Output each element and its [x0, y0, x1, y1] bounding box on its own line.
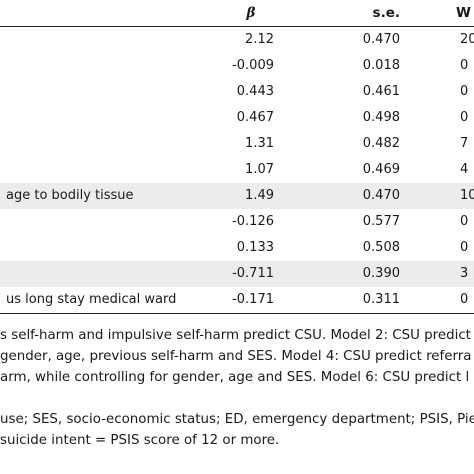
row-w: 3: [460, 266, 469, 281]
row-beta: -0.009: [232, 58, 274, 73]
table-row: 0.133 0.508 0: [0, 235, 474, 261]
row-w: 0: [460, 110, 469, 125]
row-beta: 1.07: [245, 162, 274, 177]
row-w: 4: [460, 162, 469, 177]
row-se: 0.390: [362, 266, 400, 281]
row-beta: 1.31: [245, 136, 274, 151]
row-se: 0.470: [362, 32, 400, 47]
footnote-line: suicide intent = PSIS score of 12 or mor…: [0, 433, 280, 448]
row-beta: 1.49: [245, 188, 274, 203]
table-row: -0.126 0.577 0: [0, 209, 474, 235]
row-se: 0.311: [362, 292, 400, 307]
table-row: 0.443 0.461 0: [0, 79, 474, 105]
table-row: -0.009 0.018 0: [0, 53, 474, 79]
bottom-rule: [0, 313, 474, 314]
col-header-beta: β: [246, 5, 256, 21]
row-label: us long stay medical ward: [6, 292, 177, 307]
row-se: 0.470: [362, 188, 400, 203]
row-w: 0: [460, 240, 469, 255]
footnote-line: use; SES, socio-economic status; ED, eme…: [0, 412, 474, 427]
table-footnotes: s self-harm and impulsive self-harm pred…: [0, 325, 474, 451]
table-row: 0.467 0.498 0: [0, 105, 474, 131]
row-label: age to bodily tissue: [6, 188, 134, 203]
footnote-gap: [0, 388, 474, 409]
footnote-line: s self-harm and impulsive self-harm pred…: [0, 328, 471, 343]
table-header: β s.e. W: [0, 0, 474, 27]
row-beta: -0.126: [232, 214, 274, 229]
footnote-line: gender, age, previous self-harm and SES.…: [0, 349, 472, 364]
table-row: age to bodily tissue 1.49 0.470 10: [0, 183, 474, 209]
table-row: 2.12 0.470 20: [0, 27, 474, 53]
row-se: 0.461: [362, 84, 400, 99]
col-header-se: s.e.: [372, 5, 400, 21]
row-w: 20: [460, 32, 474, 47]
table-row: us long stay medical ward -0.171 0.311 0: [0, 287, 474, 313]
row-w: 0: [460, 292, 469, 307]
table-row: 1.31 0.482 7: [0, 131, 474, 157]
table-row: -0.711 0.390 3: [0, 261, 474, 287]
row-w: 0: [460, 58, 469, 73]
header-rule: [0, 26, 474, 27]
table-row: 1.07 0.469 4: [0, 157, 474, 183]
footnote-line: arm, while controlling for gender, age a…: [0, 370, 470, 385]
row-se: 0.018: [362, 58, 400, 73]
row-beta: 0.443: [236, 84, 274, 99]
row-beta: 0.133: [236, 240, 274, 255]
row-beta: 0.467: [236, 110, 274, 125]
row-w: 7: [460, 136, 469, 151]
row-se: 0.498: [362, 110, 400, 125]
row-se: 0.469: [362, 162, 400, 177]
row-beta: 2.12: [245, 32, 274, 47]
table-body: 2.12 0.470 20 -0.009 0.018 0 0.443 0.461…: [0, 27, 474, 313]
row-w: 0: [460, 214, 469, 229]
row-se: 0.508: [362, 240, 400, 255]
row-w: 10: [460, 188, 474, 203]
row-beta: -0.711: [232, 266, 274, 281]
row-se: 0.482: [362, 136, 400, 151]
col-header-w: W: [456, 5, 471, 21]
row-beta: -0.171: [232, 292, 274, 307]
row-w: 0: [460, 84, 469, 99]
row-se: 0.577: [362, 214, 400, 229]
